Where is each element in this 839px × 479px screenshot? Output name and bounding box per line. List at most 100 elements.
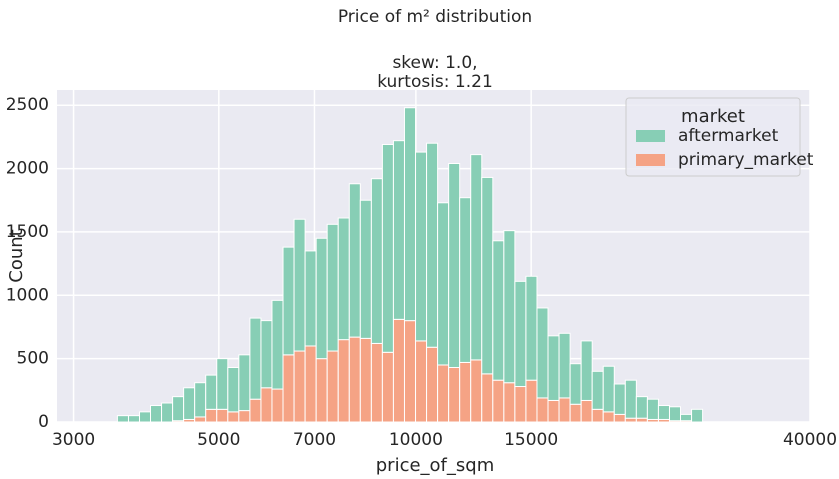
bar [602,365,615,413]
bar [514,386,527,423]
chart-title: Price of m² distribution [338,7,532,27]
bar [249,398,262,423]
bar [359,199,372,339]
bar [359,337,372,423]
bar [613,413,626,423]
bar [205,408,218,423]
bar [337,217,350,341]
bar [415,340,428,423]
bar [116,415,129,423]
bar [657,405,670,420]
bar [149,405,163,423]
bar [194,416,207,423]
bar [139,411,151,423]
x-tick-label: 7000 [293,430,336,450]
bar [492,379,505,423]
bar [216,358,229,410]
bar [569,403,582,423]
y-tick-label: 500 [17,349,49,369]
x-tick-label: 40000 [783,430,837,450]
legend-swatch [636,154,665,166]
bar [282,354,295,423]
bar [381,143,394,353]
bar [525,275,538,381]
bar [426,346,439,423]
bar [580,399,593,423]
y-tick-label: 2000 [6,159,49,179]
bar [271,388,284,423]
bar [514,280,527,388]
bar [437,202,450,366]
bar [448,367,461,423]
chart-subtitle: skew: 1.0, [392,53,477,73]
bar [127,415,141,423]
bar [216,408,229,423]
bar [646,398,659,420]
bar [392,318,405,423]
bar [293,218,306,352]
bar [459,361,472,423]
bar [492,240,505,381]
legend-swatch [636,130,665,142]
bar [481,373,494,423]
bar [426,142,439,348]
bar [525,379,538,423]
bar [680,413,693,422]
bar [591,408,604,423]
bar [161,402,174,423]
bar [547,399,560,423]
bar [249,317,262,400]
bar [503,382,516,423]
bar [194,382,207,418]
bar [238,354,251,412]
bar [459,197,472,363]
bar [315,237,328,360]
bar [403,320,417,423]
bar [348,183,361,338]
bar [304,345,317,423]
bar [437,364,450,423]
bar [547,335,560,401]
bar [315,358,328,423]
x-axis-label: price_of_sqm [376,455,495,476]
y-tick-label: 0 [38,412,49,432]
legend-box [625,97,801,177]
bar [348,336,361,423]
bar [624,379,637,419]
bar [403,107,417,322]
chart-subtitle: kurtosis: 1.21 [377,72,493,92]
bar [691,408,704,423]
bar [282,246,295,356]
bar [227,411,240,423]
bar [613,383,626,415]
bar [558,397,571,423]
legend-title: market [681,106,745,127]
y-tick-label: 1000 [6,285,49,305]
bar [481,176,494,375]
bar [381,351,394,423]
bar [205,374,218,410]
bar [271,299,284,390]
x-tick-label: 10000 [389,430,443,450]
bar [293,350,306,423]
bar [470,359,483,423]
bar [304,250,317,347]
bar [602,411,615,423]
bar [635,417,648,423]
y-tick-label: 1500 [6,222,49,242]
bar [392,140,405,320]
bar [370,342,383,423]
bar [260,320,273,389]
bar [536,307,549,399]
bar [591,370,604,410]
bar [668,406,682,422]
bar [260,387,273,423]
bar [183,387,196,420]
bar [503,230,516,384]
bar [536,397,549,423]
legend-label: aftermarket [678,126,779,146]
bar [635,396,648,419]
y-tick-label: 2500 [6,95,49,115]
bar [558,332,571,399]
legend-label: primary_market [678,150,814,170]
